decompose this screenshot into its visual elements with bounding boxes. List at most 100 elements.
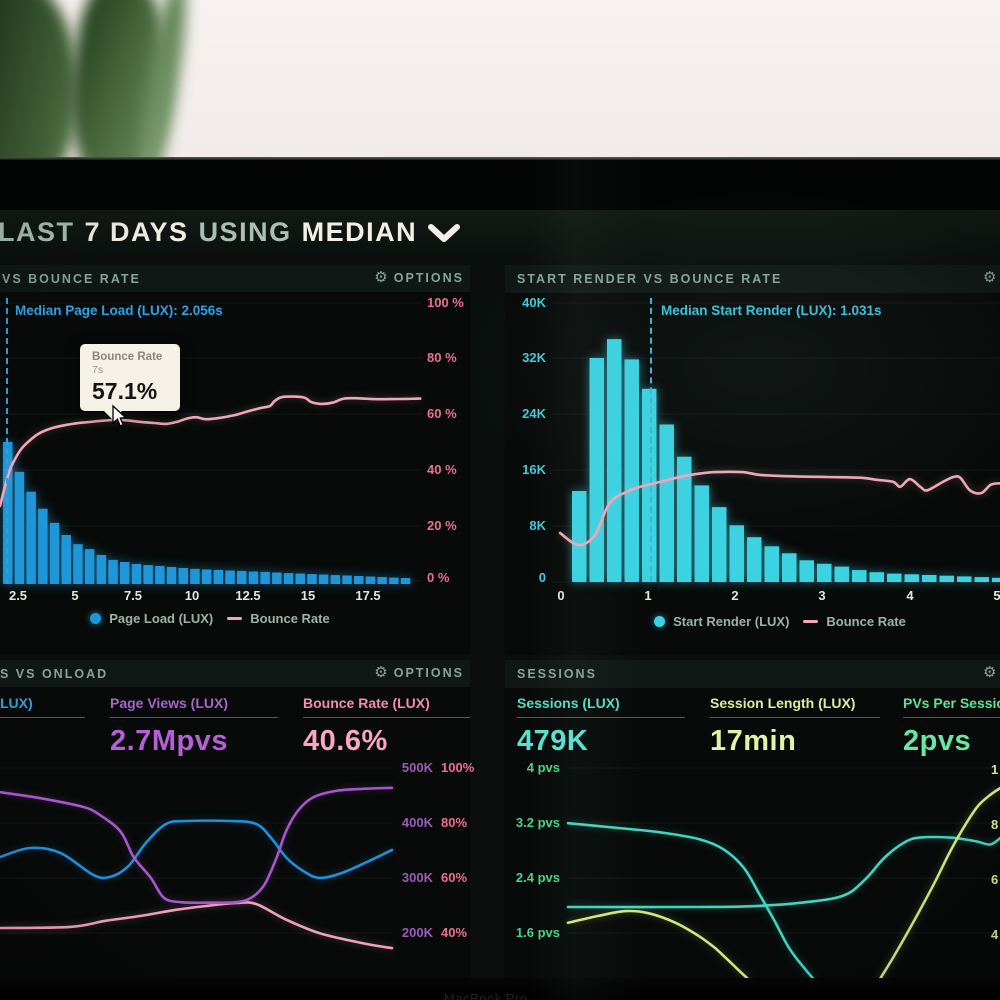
metric-underline (903, 717, 1000, 718)
pvs-axis-tick: 3.2 pvs (515, 815, 560, 830)
metric-session-length: Session Length (LUX) 17min (710, 695, 880, 758)
pct-axis-tick: 40 % (427, 462, 457, 477)
metric-underline (0, 717, 85, 718)
metric-label: Session Length (LUX) (710, 695, 856, 711)
cutoff-axis-tick: 6 (991, 872, 999, 887)
legend-item: Bounce Rate (803, 614, 906, 629)
median-page-load-annotation: Median Page Load (LUX): 2.056s (15, 303, 223, 318)
metric-underline (110, 717, 278, 718)
pct-axis-tick: 60 % (427, 406, 457, 421)
metric-underline (303, 717, 470, 718)
pct-axis-tick: 0 % (427, 570, 450, 585)
sessions-line-chart[interactable] (566, 760, 1000, 982)
pct-axis-tick: 40% (441, 925, 468, 940)
page-load-options-button[interactable]: ⚙ OPTIONS (374, 270, 464, 285)
toolbar-strip (0, 210, 1000, 264)
panel-start-render-header: START RENDER VS BOUNCE RATE ⚙ (505, 265, 1000, 293)
onload-options-button[interactable]: ⚙ OPTIONS (374, 665, 464, 680)
start-render-histogram-chart[interactable] (552, 296, 1000, 583)
legend-label: Start Render (LUX) (673, 614, 790, 629)
start-render-options-button[interactable]: ⚙ (983, 270, 996, 285)
options-label: OPTIONS (393, 665, 464, 680)
panel-sessions-title: SESSIONS (517, 667, 597, 681)
start-render-dot-icon (654, 616, 666, 627)
bounce-rate-dash-icon (227, 617, 243, 620)
gear-icon: ⚙ (374, 269, 388, 286)
panel-sessions (505, 660, 1000, 978)
metric-sessions: Sessions (LUX) 479K (517, 695, 685, 758)
metric-value: 17min (710, 725, 797, 757)
metric-bounce-rate: Bounce Rate (LUX) 40.6% (303, 695, 470, 758)
metric-value: 479K (517, 725, 589, 757)
panel-page-load-header: VS BOUNCE RATE ⚙ OPTIONS (0, 265, 470, 292)
median-start-render-line (650, 298, 652, 582)
metric-label: Sessions (LUX) (517, 695, 620, 711)
cutoff-axis-tick: 4 (991, 927, 999, 942)
count-axis-tick: 0 (538, 570, 546, 585)
metric-label: PVs Per Session (903, 695, 1000, 711)
metric-muted: USING (198, 217, 292, 247)
screen-top-edge (0, 157, 1000, 160)
count-axis-tick: 16K (522, 462, 546, 477)
tooltip-bin: 7s (92, 364, 104, 376)
legend-label: Bounce Rate (250, 611, 330, 626)
pvs-axis-tick: 2.4 pvs (515, 870, 560, 885)
cutoff-axis-tick: 8 (991, 817, 999, 832)
metric-value: 2.7Mpvs (110, 725, 228, 757)
seconds-axis-tick: 15 (300, 588, 316, 603)
pageviews-axis-tick: 500K (401, 760, 433, 775)
wall-background (0, 0, 1000, 160)
pageviews-axis-tick: 200K (401, 925, 433, 940)
metric-value: 40.6% (303, 725, 388, 757)
seconds-axis-tick: 5 (993, 588, 1000, 603)
median-page-load-line (6, 298, 8, 584)
panel-sessions-header: SESSIONS ⚙ (505, 660, 1000, 688)
pct-axis-tick: 60% (441, 870, 468, 885)
metric-label: Bounce Rate (LUX) (303, 695, 430, 711)
seconds-axis-tick: 7.5 (123, 588, 143, 603)
pageviews-axis-tick: 400K (401, 815, 433, 830)
seconds-axis-tick: 2 (731, 588, 739, 603)
date-range-selector[interactable]: LAST 7 DAYS USING MEDIAN (0, 217, 461, 248)
bounce-rate-dash-icon (803, 620, 819, 623)
seconds-axis-tick: 3 (818, 588, 826, 603)
seconds-axis-tick: 0 (557, 588, 565, 603)
legend-item: Page Load (LUX) (90, 611, 213, 626)
sessions-options-button[interactable]: ⚙ (983, 665, 996, 680)
legend-label: Page Load (LUX) (109, 611, 214, 626)
seconds-axis-tick: 2.5 (8, 588, 28, 603)
onload-line-chart[interactable] (0, 760, 394, 975)
gear-icon: ⚙ (983, 269, 997, 286)
page-load-legend: Page Load (LUX) Bounce Rate (0, 611, 420, 626)
panel-page-load-title: VS BOUNCE RATE (2, 272, 141, 286)
metric-onload-lux: LUX) (0, 695, 85, 718)
metric-underline (517, 717, 685, 718)
legend-item: Start Render (LUX) (654, 614, 789, 629)
date-range-value: 7 DAYS (84, 217, 189, 247)
count-axis-tick: 32K (522, 350, 546, 365)
panel-onload-title: S VS ONLOAD (0, 667, 109, 681)
pct-axis-tick: 80% (441, 815, 468, 830)
tooltip-category: Bounce Rate (92, 351, 163, 363)
seconds-axis-tick: 17.5 (355, 588, 381, 603)
date-range-muted: LAST (0, 217, 75, 247)
chevron-down-icon (428, 224, 461, 242)
seconds-axis-tick: 12.5 (235, 588, 261, 603)
pct-axis-tick: 100% (441, 760, 475, 775)
metric-value: MEDIAN (301, 217, 418, 247)
seconds-axis-tick: 5 (71, 588, 79, 603)
seconds-axis-tick: 4 (906, 588, 914, 603)
page-load-histogram-chart[interactable] (0, 296, 422, 584)
mouse-cursor-icon (112, 404, 128, 427)
tooltip-value: 57.1% (92, 378, 158, 404)
count-axis-tick: 24K (522, 406, 546, 421)
metric-pvs-per-session: PVs Per Session 2pvs (903, 695, 1000, 758)
seconds-axis-tick: 1 (644, 588, 652, 603)
metric-label: Page Views (LUX) (110, 695, 229, 711)
metric-value: 2pvs (903, 725, 972, 757)
panel-start-render-title: START RENDER VS BOUNCE RATE (517, 272, 783, 286)
legend-label: Bounce Rate (826, 614, 906, 629)
count-axis-tick: 8K (529, 518, 546, 533)
pageviews-axis-tick: 300K (401, 870, 433, 885)
metric-underline (710, 717, 880, 718)
